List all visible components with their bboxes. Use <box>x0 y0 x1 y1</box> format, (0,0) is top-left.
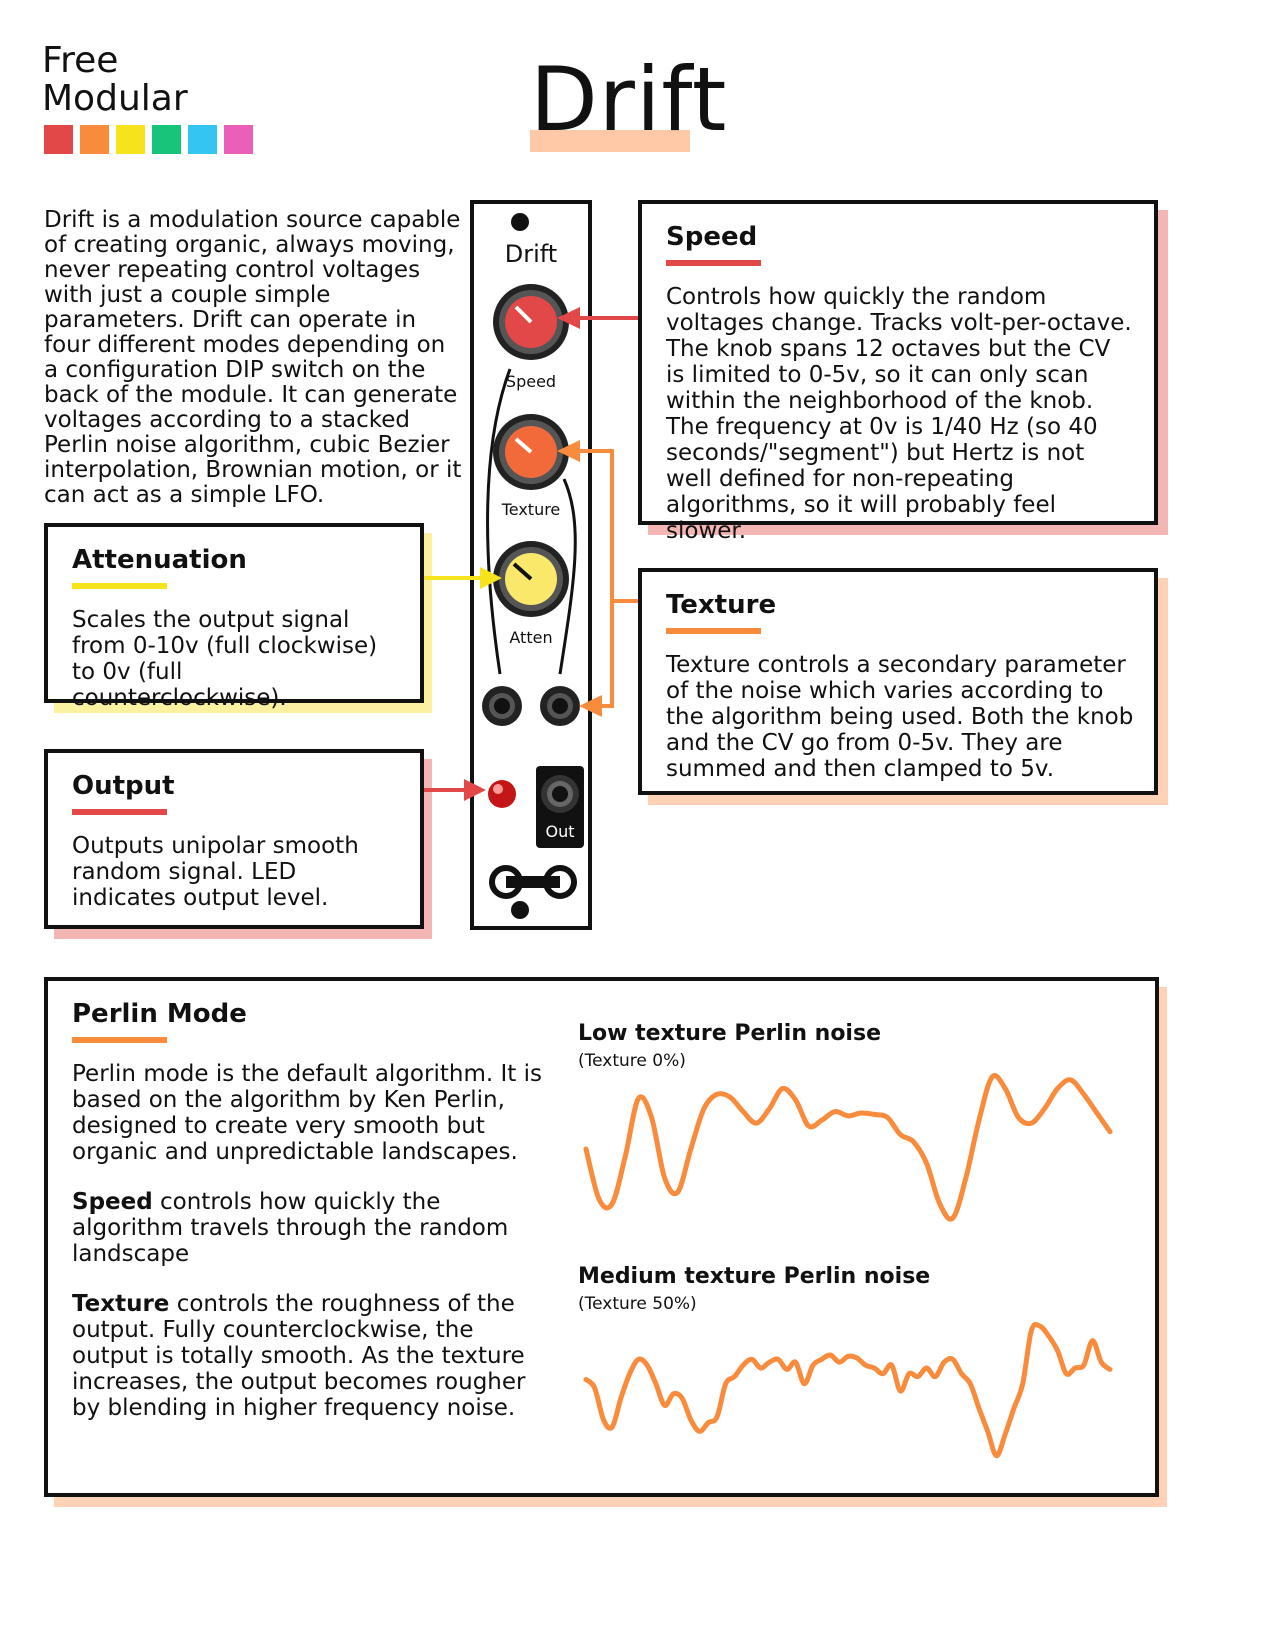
brand-swatch-3 <box>116 125 145 154</box>
brand-swatch-6 <box>224 125 253 154</box>
speed-cv-jack[interactable] <box>482 686 522 726</box>
brand-swatch-2 <box>80 125 109 154</box>
perlin-p2-bold: Speed <box>72 1189 153 1215</box>
chart-1-series-line <box>583 1073 1113 1222</box>
title-block: Drift <box>530 48 728 152</box>
atten-knob-label: Atten <box>509 628 553 647</box>
brand-line-1: Free <box>42 40 119 81</box>
speed-knob-label: Speed <box>505 372 557 391</box>
intro-paragraph: Drift is a modulation source capable of … <box>44 207 462 508</box>
output-box: Output Outputs unipolar smooth random si… <box>44 749 424 929</box>
chart-1-plot <box>583 1073 1113 1222</box>
perlin-p3-bold: Texture <box>72 1291 170 1317</box>
perlin-title: Perlin Mode <box>72 999 247 1029</box>
texture-knob-label: Texture <box>501 500 561 519</box>
title-highlight <box>530 130 690 152</box>
speed-box: Speed Controls how quickly the random vo… <box>638 200 1158 544</box>
page-title: Drift <box>530 48 728 151</box>
attenuation-title: Attenuation <box>72 545 247 575</box>
module-panel: Drift Speed Texture Atten Out <box>470 200 592 930</box>
brand-line-2: Modular <box>42 78 188 119</box>
brand-logo: Free Modular <box>42 42 188 118</box>
perlin-underline <box>72 1037 167 1043</box>
attenuation-body: Scales the output signal from 0-10v (ful… <box>72 607 378 711</box>
patch-cable-right <box>558 478 577 675</box>
brand-swatch-1 <box>44 125 73 154</box>
texture-cv-jack[interactable] <box>540 686 580 726</box>
output-led <box>488 780 516 808</box>
output-underline <box>72 809 167 815</box>
atten-knob[interactable] <box>493 541 569 617</box>
mounting-hole-top <box>511 213 529 231</box>
perlin-p2-rest: controls how quickly the algorithm trave… <box>72 1189 509 1267</box>
brand-swatch-5 <box>188 125 217 154</box>
chart-2-subtitle: (Texture 50%) <box>578 1294 697 1314</box>
module-graphics <box>482 213 584 919</box>
output-title: Output <box>72 771 175 801</box>
speed-knob[interactable] <box>493 284 569 360</box>
chart-1-subtitle: (Texture 0%) <box>578 1051 686 1071</box>
patch-cable-left <box>486 368 512 675</box>
speed-title: Speed <box>666 222 758 252</box>
brand-swatch-4 <box>152 125 181 154</box>
texture-knob[interactable] <box>493 414 569 490</box>
perlin-p3-rest: controls the roughness of the output. Fu… <box>72 1291 526 1421</box>
texture-box: Texture Texture controls a secondary par… <box>638 568 1158 795</box>
module-logo <box>489 865 577 919</box>
perlin-paragraph-2: Speed controls how quickly the algorithm… <box>72 1189 542 1267</box>
speed-underline <box>666 260 761 266</box>
texture-cv-arrow-line <box>598 601 614 708</box>
perlin-paragraph-1: Perlin mode is the default algorithm. It… <box>72 1061 542 1165</box>
out-jack[interactable] <box>541 775 579 813</box>
chart-2-plot <box>583 1321 1113 1459</box>
brand-color-swatches <box>44 125 253 154</box>
texture-body: Texture controls a secondary parameter o… <box>666 652 1134 782</box>
output-body: Outputs unipolar smooth random signal. L… <box>72 833 359 911</box>
speed-body: Controls how quickly the random voltages… <box>666 284 1132 544</box>
out-label: Out <box>545 822 575 841</box>
chart-1-title: Low texture Perlin noise <box>578 1021 881 1046</box>
attenuation-box: Attenuation Scales the output signal fro… <box>44 523 424 711</box>
attenuation-underline <box>72 583 167 589</box>
chart-2-title: Medium texture Perlin noise <box>578 1264 931 1289</box>
texture-title: Texture <box>666 590 777 620</box>
texture-underline <box>666 628 761 634</box>
perlin-paragraph-3: Texture controls the roughness of the ou… <box>72 1291 542 1421</box>
module-name: Drift <box>504 240 558 268</box>
chart-2-series-line <box>583 1321 1113 1459</box>
perlin-box: Perlin Mode Perlin mode is the default a… <box>44 977 1159 1497</box>
